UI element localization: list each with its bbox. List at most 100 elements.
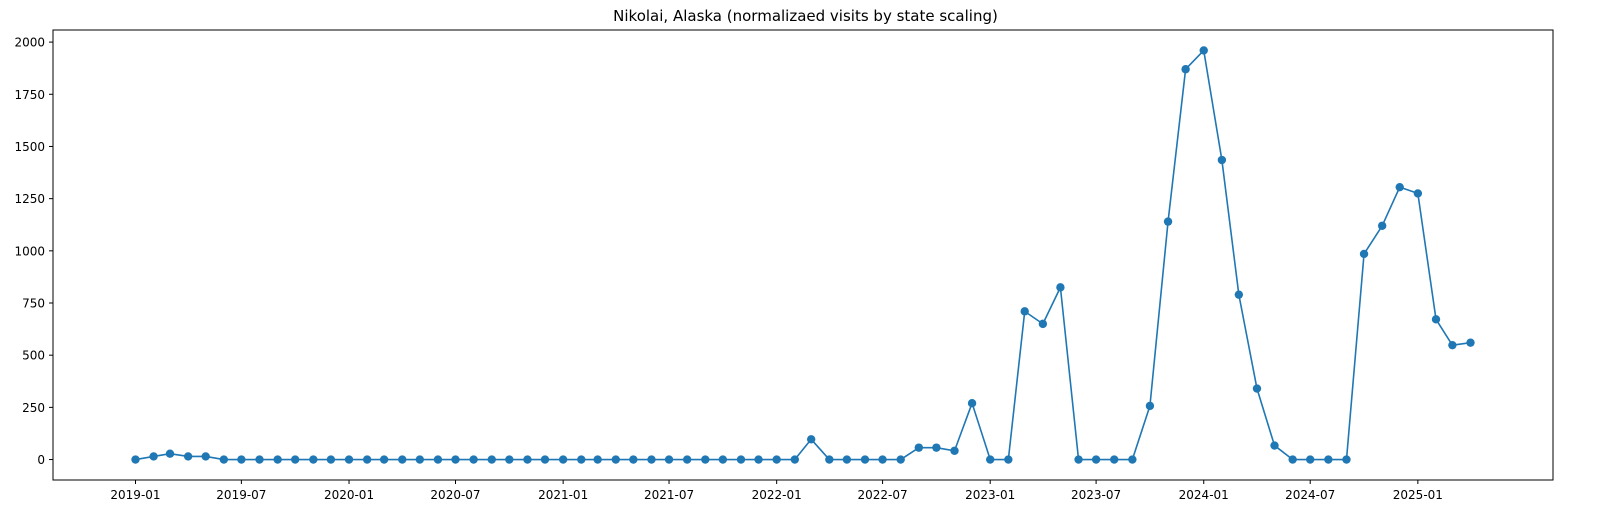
data-point	[772, 455, 781, 464]
data-point	[1020, 307, 1029, 316]
y-tick-label: 250	[22, 401, 45, 415]
data-point	[1413, 189, 1423, 198]
data-point	[326, 455, 336, 464]
data-point	[398, 455, 407, 464]
data-point	[842, 455, 852, 464]
data-point	[165, 449, 175, 458]
data-point	[664, 455, 674, 464]
data-point	[647, 455, 656, 464]
data-point	[1395, 182, 1404, 192]
data-point	[806, 435, 816, 444]
y-tick-label: 1000	[14, 244, 45, 258]
x-tick-label: 2020-07	[430, 488, 480, 502]
data-point	[523, 455, 532, 464]
data-point	[967, 398, 977, 408]
y-tick-label: 0	[37, 453, 45, 467]
axes: 2019-01 2019-07 2020-01 2020-07 2021-01 2021-…	[14, 29, 1554, 502]
data-point	[201, 452, 210, 461]
x-tick-label: 2022-01	[752, 488, 802, 502]
y-tick-label: 1750	[14, 88, 45, 102]
x-tick-label: 2022-07	[857, 488, 907, 502]
data-point	[1448, 340, 1457, 350]
data-point	[1306, 455, 1315, 464]
data-point	[1056, 283, 1065, 292]
series-line	[135, 49, 1471, 461]
data-point	[451, 455, 460, 464]
data-point	[860, 455, 870, 464]
data-point	[1163, 217, 1173, 226]
data-point	[237, 455, 246, 464]
data-point	[309, 455, 318, 464]
data-point	[1199, 46, 1208, 55]
data-point	[1074, 455, 1083, 464]
x-tick-label: 2024-01	[1179, 488, 1229, 502]
y-tick-label: 2000	[14, 36, 45, 50]
data-point	[825, 455, 834, 464]
data-point	[505, 455, 514, 464]
data-point	[379, 455, 389, 464]
x-tick-label: 2024-07	[1285, 488, 1335, 502]
data-point	[790, 455, 800, 464]
data-point	[611, 455, 620, 464]
x-tick-label: 2025-01	[1393, 488, 1443, 502]
data-point	[469, 455, 478, 464]
data-point	[291, 455, 300, 464]
y-tick-label: 750	[22, 297, 45, 311]
data-point	[219, 455, 229, 464]
data-point	[1252, 384, 1262, 393]
data-point	[415, 455, 425, 464]
x-tick-label: 2019-07	[216, 488, 266, 502]
y-tick-label: 1500	[14, 140, 45, 154]
data-point	[1431, 315, 1441, 324]
data-point	[914, 443, 924, 452]
data-point	[896, 455, 905, 464]
data-point	[1270, 441, 1279, 450]
data-point	[682, 455, 692, 464]
x-tick-label: 2019-01	[110, 488, 160, 502]
data-point	[183, 452, 193, 461]
data-point	[1110, 455, 1119, 464]
data-point	[1466, 338, 1475, 347]
y-tick-label: 1250	[14, 192, 45, 206]
data-point	[932, 443, 941, 452]
data-point	[1359, 249, 1369, 259]
data-point	[754, 455, 763, 464]
y-tick-label: 500	[22, 349, 45, 363]
data-point	[1217, 155, 1227, 165]
data-point	[1342, 455, 1351, 464]
data-point	[487, 455, 496, 464]
data-point	[1091, 455, 1101, 464]
data-point	[273, 455, 282, 464]
data-point	[718, 455, 728, 464]
x-tick-label: 2023-01	[965, 488, 1015, 502]
data-point	[986, 455, 995, 464]
x-tick-label: 2021-01	[538, 488, 588, 502]
data-point	[131, 455, 140, 464]
data-point	[1145, 401, 1155, 411]
data-point	[1038, 319, 1048, 329]
data-point	[1234, 290, 1244, 299]
chart-title: Nikolai, Alaska (normalizaed visits by s…	[613, 7, 998, 25]
data-point	[362, 455, 372, 464]
data-point	[950, 446, 959, 455]
x-tick-label: 2021-07	[644, 488, 694, 502]
axes-frame	[52, 29, 1554, 481]
data-point	[1128, 455, 1137, 464]
data-point	[255, 455, 264, 464]
x-tick-label: 2020-01	[324, 488, 374, 502]
plot-area	[131, 46, 1475, 464]
data-point	[701, 455, 710, 464]
data-point	[593, 455, 602, 464]
data-point	[736, 455, 746, 464]
data-point	[629, 455, 638, 464]
data-point	[1004, 455, 1013, 464]
data-point	[577, 455, 586, 464]
data-point	[1324, 455, 1333, 464]
data-point	[540, 455, 550, 464]
data-point	[558, 455, 568, 464]
data-point	[433, 455, 443, 464]
data-point	[1181, 65, 1190, 74]
data-point	[878, 455, 887, 464]
